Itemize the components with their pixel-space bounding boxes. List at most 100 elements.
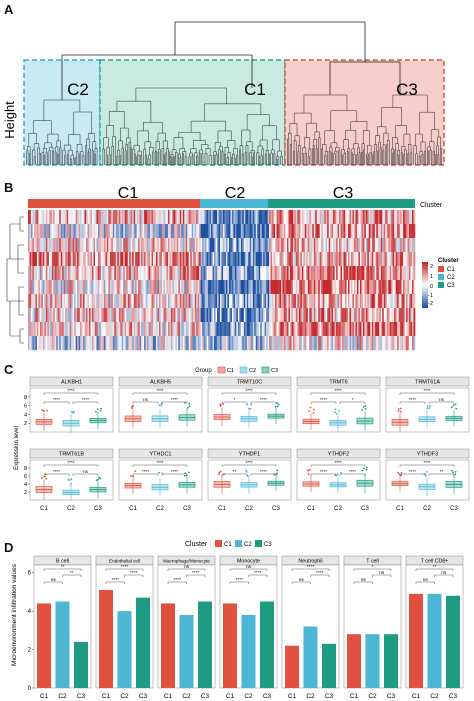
bar-c3 — [446, 595, 460, 688]
heatmap-cell — [322, 336, 325, 351]
heatmap-cell — [261, 252, 264, 267]
heatmap-cell — [92, 252, 94, 267]
heatmap-cell — [364, 336, 367, 351]
heatmap-cell — [257, 238, 260, 253]
sig-label: **** — [307, 564, 315, 570]
heatmap-cell — [218, 210, 221, 225]
sig-label: * — [234, 397, 236, 402]
heatmap-cell — [206, 252, 209, 267]
heatmap-cell — [400, 336, 402, 351]
heatmap-cell — [72, 336, 75, 351]
heatmap-cell — [75, 210, 78, 225]
heatmap-cell — [163, 252, 166, 267]
heatmap-cell — [196, 252, 198, 267]
heatmap-cell — [218, 266, 221, 281]
heatmap-cell — [202, 308, 204, 323]
heatmap-cell — [117, 294, 120, 309]
heatmap-cell — [368, 252, 371, 267]
heatmap-cell — [157, 294, 160, 309]
heatmap-cell — [156, 224, 158, 239]
heatmap-cell — [334, 210, 337, 225]
heatmap-cell — [243, 336, 246, 351]
heatmap-cell — [123, 224, 126, 239]
heatmap-cell — [80, 266, 82, 281]
heatmap-cell — [153, 294, 155, 309]
heatmap-cell — [208, 252, 210, 267]
heatmap-cell — [136, 308, 139, 323]
heatmap-cell — [184, 322, 187, 337]
heatmap-cell — [215, 224, 218, 239]
heatmap-cell — [208, 336, 210, 351]
heatmap-cell — [385, 224, 388, 239]
heatmap-cell — [47, 252, 50, 267]
heatmap-cell — [248, 336, 251, 351]
heatmap-cell — [304, 280, 307, 295]
heatmap-cell — [33, 238, 36, 253]
heatmap-cell — [398, 238, 401, 253]
box-outlier — [70, 410, 73, 413]
heatmap-cell — [330, 252, 332, 267]
heatmap-cell — [123, 266, 126, 281]
heatmap-cell — [230, 308, 233, 323]
heatmap-cell — [367, 224, 370, 239]
heatmap-cell — [83, 336, 85, 351]
heatmap-cell — [312, 238, 315, 253]
heatmap-cell — [233, 238, 236, 253]
heatmap-cell — [351, 210, 353, 225]
heatmap-cell — [269, 224, 271, 239]
sig-bracket — [132, 464, 188, 467]
sig-label: **** — [67, 388, 74, 393]
heatmap-cell — [93, 322, 96, 337]
heatmap-cell — [90, 252, 93, 267]
heatmap-cell — [336, 210, 338, 225]
heatmap-cell — [127, 224, 130, 239]
heatmap-cell — [309, 308, 312, 323]
heatmap-cell — [112, 210, 115, 225]
heatmap-cell — [169, 294, 172, 309]
heatmap-cell — [97, 336, 100, 351]
x-tick-label: C2 — [423, 506, 431, 512]
heatmap-cell — [169, 336, 172, 351]
heatmap-cell — [53, 224, 56, 239]
heatmap-cell — [345, 308, 347, 323]
heatmap-cell — [139, 210, 142, 225]
heatmap-cell — [94, 266, 97, 281]
heatmap-cell — [325, 238, 328, 253]
heatmap-cell — [75, 294, 78, 309]
heatmap-cell — [303, 294, 306, 309]
heatmap-cell — [87, 280, 90, 295]
heatmap-cell — [322, 238, 325, 253]
heatmap-cell — [124, 322, 127, 337]
heatmap-cell — [286, 308, 289, 323]
heatmap-cell — [148, 294, 151, 309]
facet-title: B cell — [56, 559, 69, 565]
heatmap-cell — [236, 280, 239, 295]
heatmap-cell — [310, 336, 313, 351]
facet-strip — [296, 376, 381, 387]
heatmap-cell — [185, 224, 188, 239]
heatmap-cell — [297, 294, 300, 309]
heatmap-cell — [190, 308, 193, 323]
heatmap-cell — [96, 252, 99, 267]
heatmap-cell — [382, 308, 385, 323]
box-outlier — [67, 478, 70, 481]
heatmap-cell — [245, 238, 248, 253]
heatmap-cell — [286, 238, 289, 253]
heatmap-cell — [324, 280, 326, 295]
heatmap-cell — [112, 252, 115, 267]
heatmap-cell — [316, 280, 319, 295]
heatmap-cell — [270, 266, 273, 281]
heatmap-cell — [239, 210, 242, 225]
heatmap-cell — [173, 238, 176, 253]
heatmap-cell — [374, 294, 377, 309]
heatmap-cell — [294, 224, 297, 239]
heatmap-cell — [173, 308, 176, 323]
heatmap-cell — [66, 210, 69, 225]
heatmap-cluster-bar-c2 — [200, 199, 268, 208]
heatmap-cell — [118, 210, 121, 225]
heatmap-cell — [94, 238, 97, 253]
heatmap-cell — [267, 210, 270, 225]
heatmap-cell — [403, 224, 405, 239]
heatmap-cell — [63, 238, 66, 253]
